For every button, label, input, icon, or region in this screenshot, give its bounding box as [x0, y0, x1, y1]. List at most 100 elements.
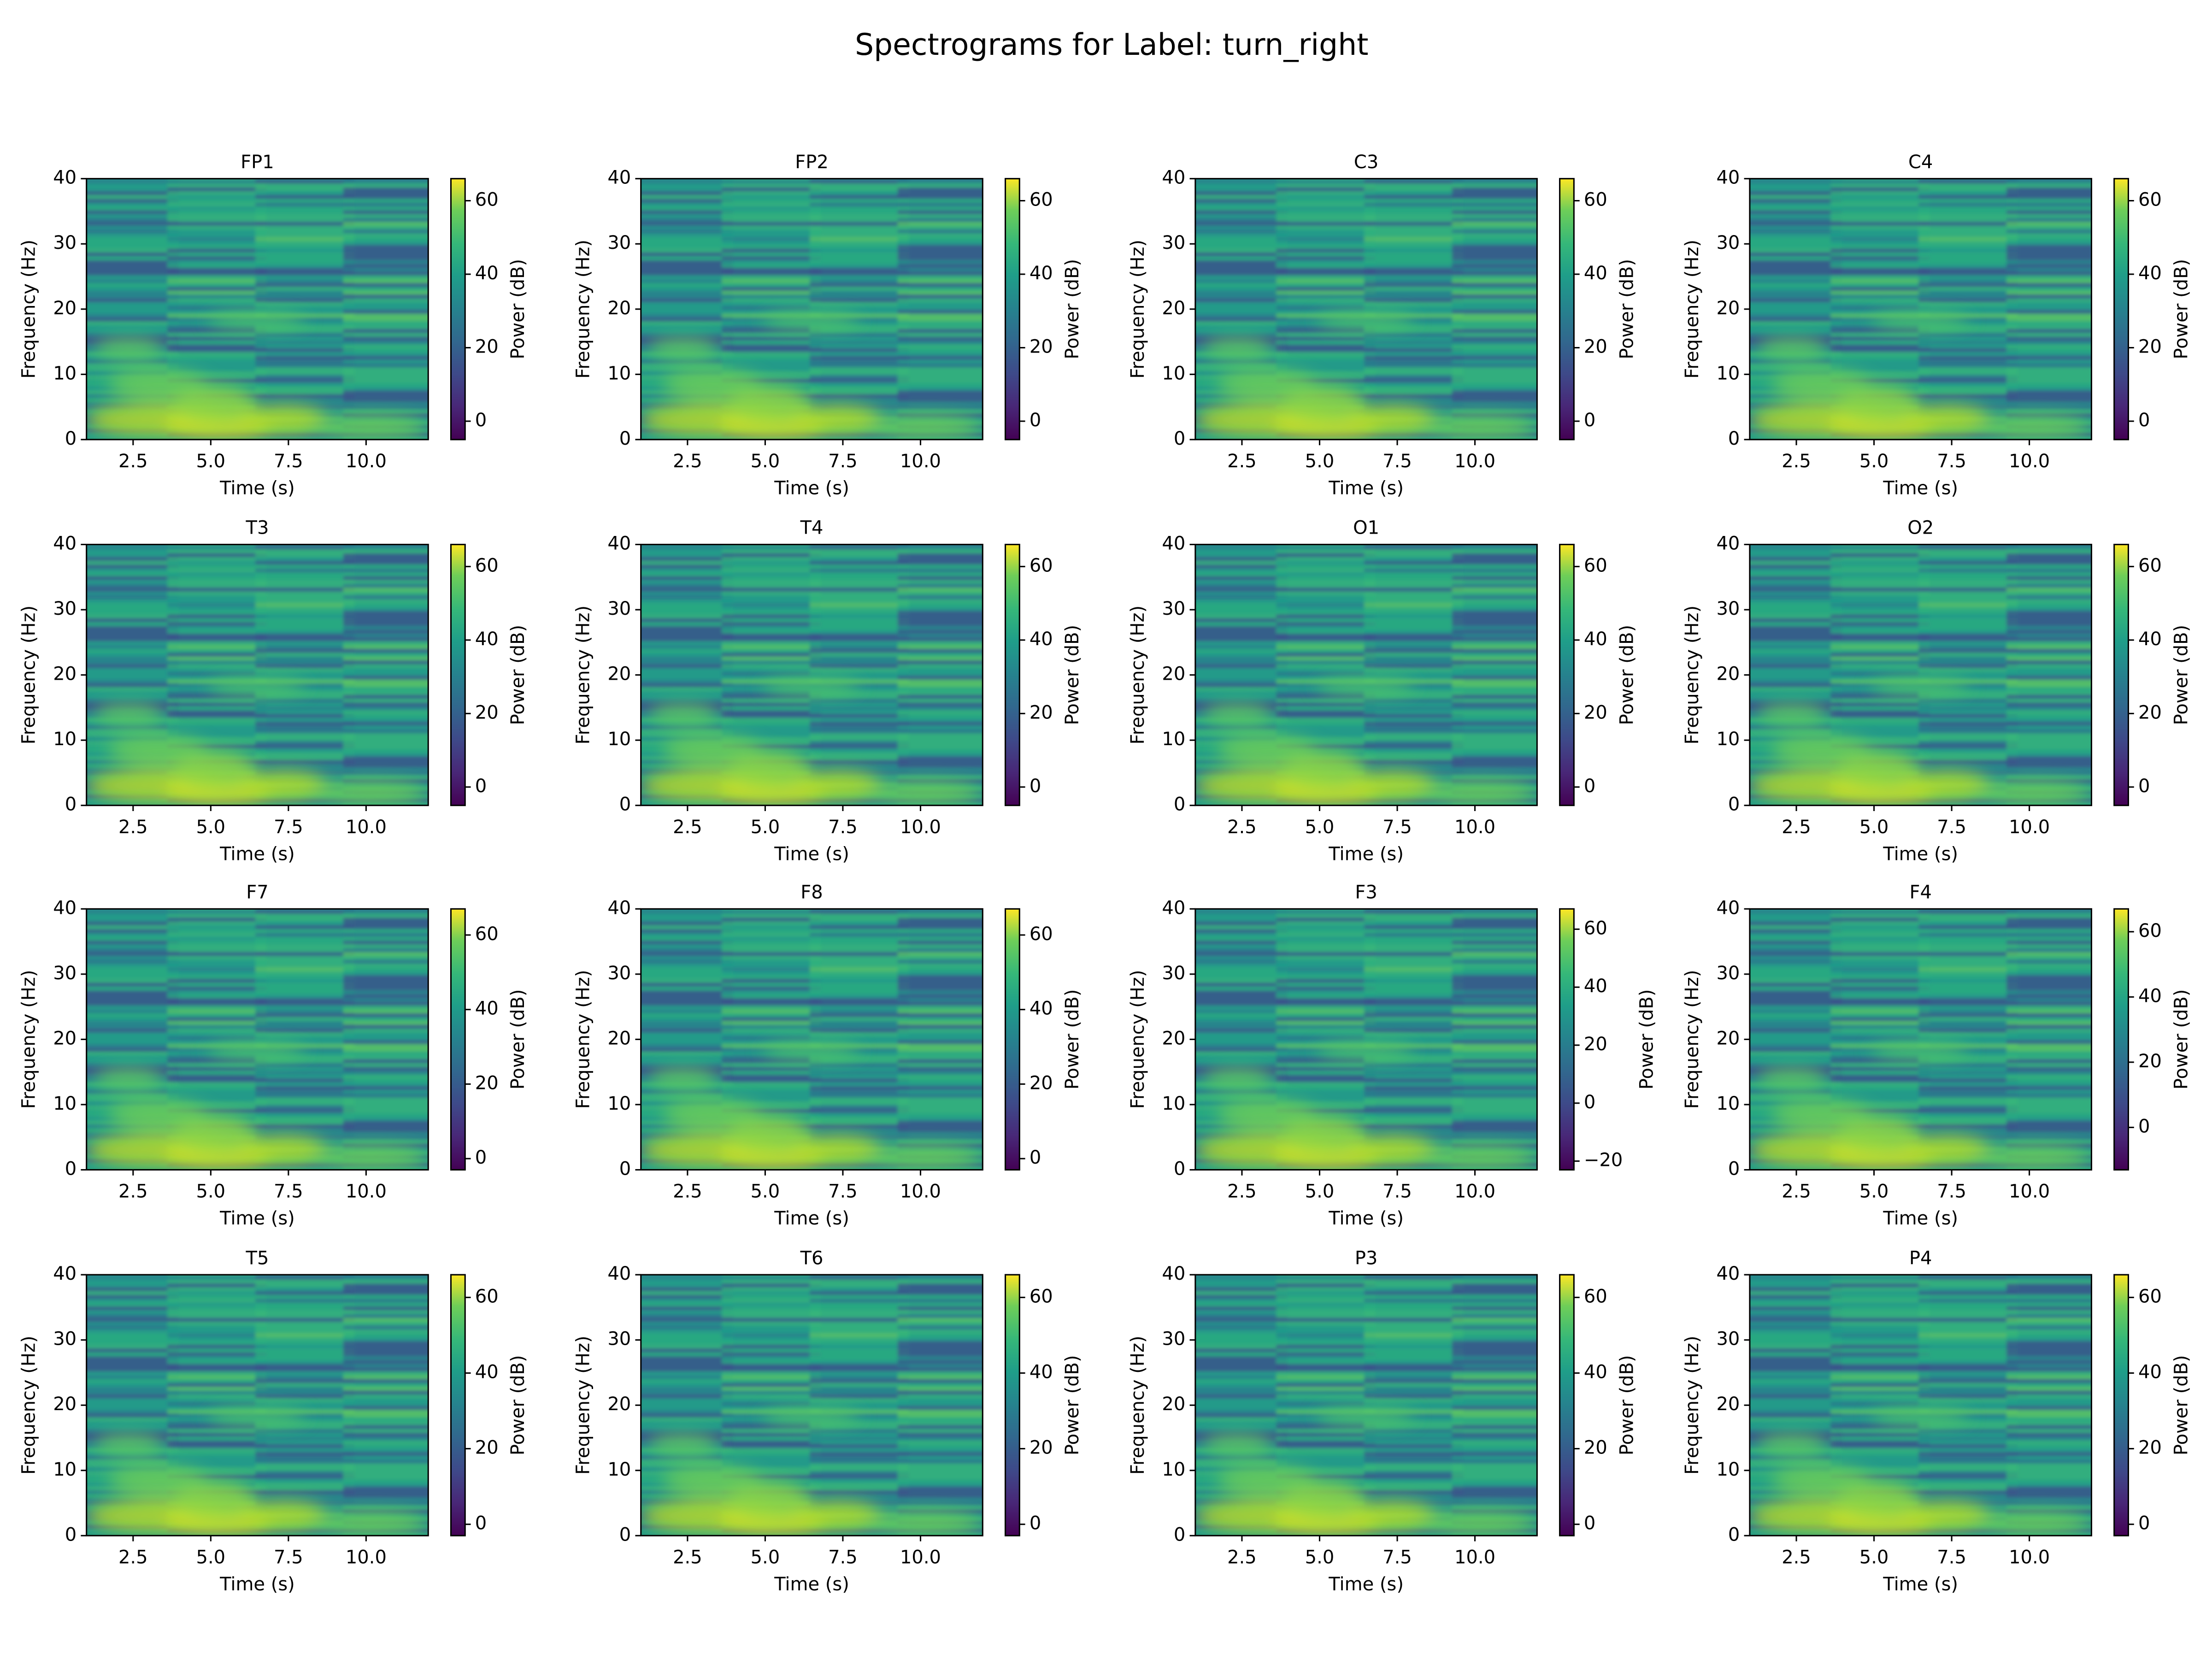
y-tick-label: 20 [53, 298, 76, 319]
x-tick-label: 2.5 [1782, 817, 1811, 838]
colorbar-tick-label: 40 [475, 629, 499, 650]
y-tick-label: 30 [1716, 1329, 1740, 1350]
x-axis-label: Time (s) [774, 1574, 849, 1595]
x-axis-label: Time (s) [1883, 1208, 1958, 1229]
spectrogram-image [634, 906, 997, 1175]
x-axis-label: Time (s) [1328, 1574, 1404, 1595]
colorbar-tick-label: 40 [1030, 629, 1053, 650]
subplot-title: T5 [246, 1247, 269, 1269]
colorbar-tick-label: 60 [1584, 918, 1607, 939]
y-tick-label: 30 [1162, 232, 1185, 253]
x-tick-label: 2.5 [118, 1547, 148, 1568]
colorbar-tick-label: 60 [475, 189, 499, 211]
x-tick-label: 2.5 [118, 817, 148, 838]
spectrogram-image [1743, 906, 2106, 1175]
y-tick-label: 0 [1174, 1524, 1185, 1545]
y-tick-label: 40 [1716, 1263, 1740, 1284]
y-tick-label: 40 [1162, 897, 1185, 918]
y-tick-label: 10 [1716, 1093, 1740, 1114]
x-tick-label: 10.0 [346, 1547, 387, 1568]
y-tick-label: 10 [1716, 729, 1740, 750]
y-tick-label: 10 [1162, 1093, 1185, 1114]
colorbar-tick-label: 40 [1030, 1361, 1053, 1382]
colorbar-tick-label: 20 [475, 1437, 499, 1459]
y-tick-label: 40 [607, 533, 631, 554]
colorbar-label: Power (dB) [1616, 1355, 1637, 1455]
colorbar-label: Power (dB) [2171, 259, 2192, 359]
y-tick-label: 30 [1162, 598, 1185, 619]
y-tick-label: 10 [1716, 363, 1740, 384]
y-tick-label: 20 [1162, 298, 1185, 319]
colorbar-tick-label: 0 [2138, 776, 2150, 797]
colorbar [2113, 1274, 2130, 1536]
x-tick-label: 2.5 [673, 1547, 702, 1568]
colorbar-tick-label: 0 [475, 1147, 487, 1168]
colorbar-tick-label: 0 [1030, 410, 1041, 431]
colorbar-tick-label: 0 [475, 1513, 487, 1534]
y-axis-label: Frequency (Hz) [18, 970, 40, 1109]
colorbar-label: Power (dB) [1616, 259, 1637, 359]
y-tick-label: 0 [619, 794, 631, 815]
y-tick-label: 40 [1716, 167, 1740, 188]
x-tick-label: 7.5 [828, 1547, 858, 1568]
spectrogram-image [79, 1272, 442, 1541]
y-tick-label: 20 [1716, 1394, 1740, 1415]
subplot-title: P3 [1355, 1247, 1378, 1269]
x-tick-label: 10.0 [2009, 1547, 2050, 1568]
colorbar [2113, 178, 2130, 441]
colorbar-tick-label: 0 [475, 410, 487, 431]
y-tick-label: 40 [53, 897, 76, 918]
colorbar-tick-label: 0 [2138, 1513, 2150, 1534]
colorbar-tick-label: −20 [1584, 1150, 1623, 1171]
colorbar-tick-label: 20 [1584, 1437, 1607, 1459]
y-tick-label: 40 [1162, 1263, 1185, 1284]
y-tick-label: 20 [1716, 298, 1740, 319]
x-tick-label: 10.0 [346, 1181, 387, 1202]
x-axis-label: Time (s) [219, 843, 295, 865]
spectrogram-image [1743, 1272, 2106, 1541]
y-tick-label: 30 [1716, 963, 1740, 984]
x-tick-label: 10.0 [1454, 1547, 1495, 1568]
x-tick-label: 10.0 [900, 1181, 941, 1202]
subplot-title: F4 [1909, 882, 1931, 903]
spectrogram-image [634, 1272, 997, 1541]
subplot-title: T6 [800, 1247, 824, 1269]
y-tick-label: 0 [1728, 1524, 1740, 1545]
y-tick-label: 20 [1716, 1028, 1740, 1049]
colorbar-label: Power (dB) [1062, 625, 1083, 725]
subplot-title: O2 [1907, 518, 1934, 539]
y-tick-label: 0 [65, 1524, 76, 1545]
colorbar-label: Power (dB) [1062, 259, 1083, 359]
y-tick-label: 40 [1716, 897, 1740, 918]
spectrogram-image [1188, 906, 1551, 1175]
y-tick-label: 30 [53, 1329, 76, 1350]
colorbar-label: Power (dB) [1616, 625, 1637, 725]
subplot-title: FP2 [795, 152, 829, 173]
spectrogram-image [1743, 176, 2106, 445]
y-tick-label: 30 [1716, 598, 1740, 619]
x-tick-label: 7.5 [274, 817, 303, 838]
x-tick-label: 7.5 [828, 451, 858, 472]
y-tick-label: 40 [53, 1263, 76, 1284]
y-tick-label: 40 [53, 533, 76, 554]
y-tick-label: 30 [607, 598, 631, 619]
subplot-title: F7 [246, 882, 268, 903]
x-tick-label: 7.5 [1382, 1181, 1412, 1202]
x-axis-label: Time (s) [774, 1208, 849, 1229]
x-axis-label: Time (s) [1328, 478, 1404, 499]
y-tick-label: 40 [607, 167, 631, 188]
x-tick-label: 2.5 [1782, 451, 1811, 472]
y-tick-label: 0 [619, 1158, 631, 1179]
y-tick-label: 0 [1728, 794, 1740, 815]
y-tick-label: 10 [53, 1093, 76, 1114]
colorbar-tick-label: 0 [1030, 776, 1041, 797]
y-tick-label: 40 [1162, 533, 1185, 554]
subplot-title: FP1 [241, 152, 274, 173]
y-tick-label: 40 [1716, 533, 1740, 554]
spectrogram-image [79, 176, 442, 445]
y-tick-label: 20 [607, 664, 631, 685]
y-tick-label: 40 [1162, 167, 1185, 188]
colorbar [2113, 544, 2130, 806]
y-axis-label: Frequency (Hz) [573, 240, 594, 379]
